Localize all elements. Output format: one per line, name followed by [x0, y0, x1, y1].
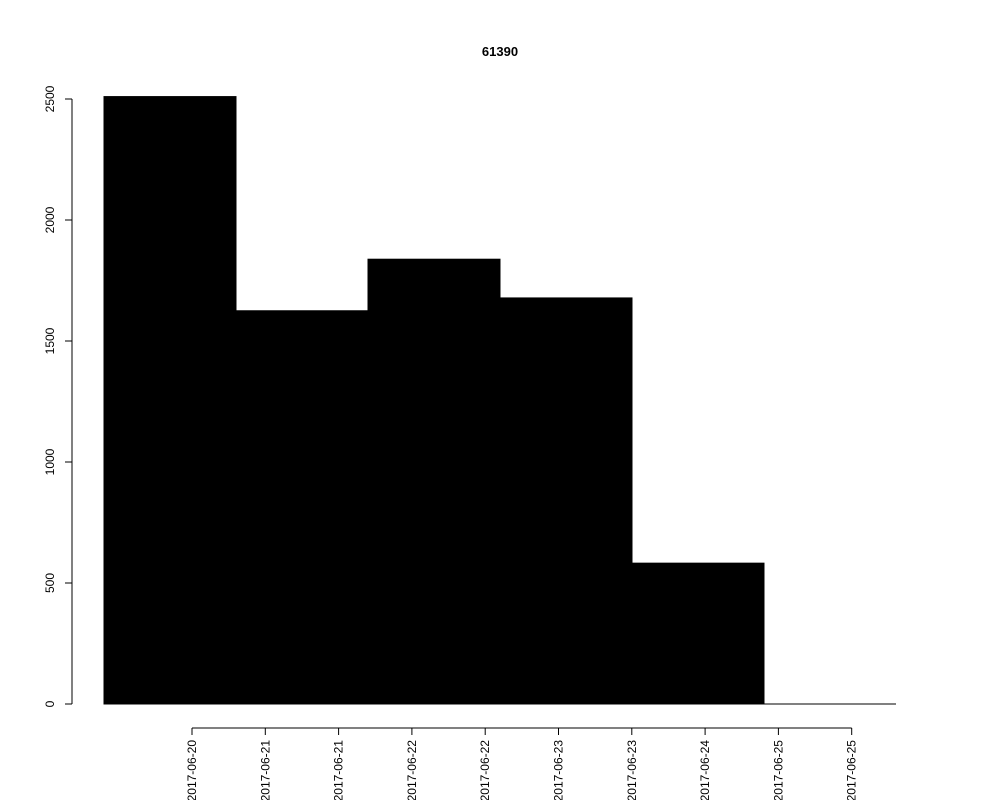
- x-tick-label: 2017-06-25: [845, 740, 859, 800]
- bar-2017-06-24: [631, 562, 765, 705]
- x-tick-label: 2017-06-20: [185, 740, 199, 800]
- x-tick-label: 2017-06-21: [258, 740, 272, 800]
- y-axis: 0 500 1000 1500 2000 2500: [43, 85, 73, 707]
- bar-2017-06-20: [103, 96, 237, 705]
- y-tick-label: 1000: [43, 448, 57, 475]
- y-tick-label: 2000: [43, 206, 57, 233]
- x-tick-label: 2017-06-23: [625, 740, 639, 800]
- x-tick-label: 2017-06-24: [698, 740, 712, 800]
- y-tick-label: 500: [43, 573, 57, 593]
- y-tick-label: 1500: [43, 327, 57, 354]
- x-tick-label: 2017-06-23: [552, 740, 566, 800]
- bars: [103, 96, 896, 705]
- x-tick-label: 2017-06-22: [405, 740, 419, 800]
- bar-2017-06-21: [235, 310, 369, 705]
- x-tick-label: 2017-06-22: [478, 740, 492, 800]
- x-axis: 2017-06-20 2017-06-21 2017-06-21 2017-06-22…: [185, 727, 859, 800]
- bar-2017-06-23: [499, 297, 633, 705]
- y-tick-label: 0: [43, 700, 57, 707]
- chart-title: 61390: [482, 44, 518, 59]
- y-tick-label: 2500: [43, 85, 57, 112]
- x-tick-label: 2017-06-25: [771, 740, 785, 800]
- x-tick-label: 2017-06-21: [332, 740, 346, 800]
- bar-2017-06-22: [367, 258, 501, 705]
